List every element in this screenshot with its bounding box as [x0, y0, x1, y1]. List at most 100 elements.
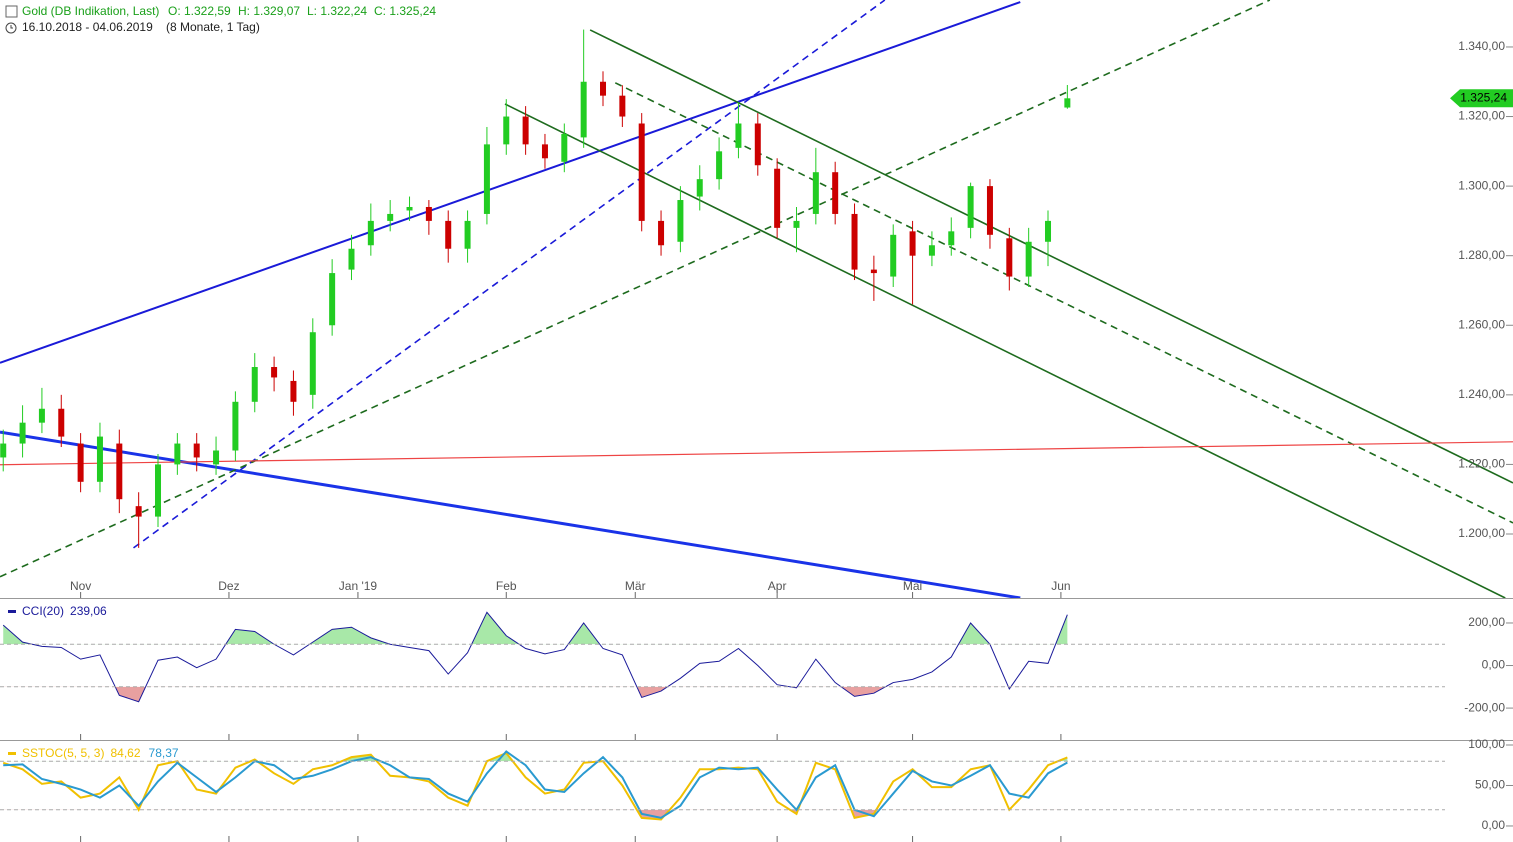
y-tick-label: 0,00 — [1482, 658, 1506, 672]
candle-body — [38, 408, 45, 423]
candle-body — [851, 213, 858, 270]
legend-swatch — [8, 610, 16, 613]
y-tick-label: 1.240,00 — [1458, 387, 1505, 401]
candle-body — [387, 213, 394, 221]
x-tick-label: Mär — [625, 579, 646, 593]
x-tick-label: Apr — [768, 579, 787, 593]
last-price-tag — [1450, 89, 1513, 108]
ohlc-high: H: 1.329,07 — [238, 4, 300, 18]
y-tick-label: 1.200,00 — [1458, 526, 1505, 540]
candle-body — [213, 450, 220, 465]
candle-body — [271, 367, 278, 378]
candle-body — [445, 220, 452, 249]
band-fill — [3, 612, 1068, 645]
y-tick-label: 1.340,00 — [1458, 39, 1505, 53]
legend-swatch — [8, 752, 16, 755]
trend-line — [589, 29, 1513, 484]
candle-body — [232, 401, 239, 451]
trend-line — [133, 0, 886, 549]
y-tick-label: 200,00 — [1468, 615, 1505, 629]
candle-body — [716, 151, 723, 180]
y-tick-label: -200,00 — [1464, 700, 1505, 714]
candle-body — [96, 436, 103, 482]
candle-body — [329, 273, 336, 326]
candle-body — [774, 168, 781, 228]
y-tick-label: 100,00 — [1468, 737, 1505, 751]
candle-body — [735, 123, 742, 148]
candle-body — [1064, 98, 1071, 108]
candle-body — [1025, 241, 1032, 277]
y-tick-label: 1.300,00 — [1458, 178, 1505, 192]
candle-body — [967, 186, 974, 228]
date-range: 16.10.2018 - 04.06.2019 — [22, 20, 153, 34]
candle-body — [174, 443, 181, 465]
candle-body — [290, 380, 297, 402]
y-tick-label: 1.260,00 — [1458, 317, 1505, 331]
period: (8 Monate, 1 Tag) — [166, 20, 260, 34]
candle-body — [986, 186, 993, 235]
x-tick-label: Dez — [218, 579, 239, 593]
plot-area — [0, 0, 1513, 598]
candle-body — [638, 123, 645, 221]
trend-line — [0, 430, 1021, 598]
chart-icon — [5, 5, 18, 18]
candle-body — [58, 408, 65, 437]
candle-body — [948, 231, 955, 246]
candle-body — [909, 231, 916, 256]
candle-body — [464, 220, 471, 249]
candle-body — [658, 220, 665, 246]
candle-body — [793, 220, 800, 228]
indicator-line — [2, 611, 1068, 703]
clock-icon — [5, 22, 17, 34]
candle-body — [696, 179, 703, 197]
candle-body — [677, 200, 684, 242]
candle-body — [754, 123, 761, 166]
trend-line — [0, 441, 1513, 466]
trend-line — [614, 82, 1513, 524]
candle-body — [832, 172, 839, 214]
x-tick-label: Feb — [496, 579, 517, 593]
ohlc-low: L: 1.322,24 — [307, 4, 367, 18]
plot-area — [2, 611, 1068, 703]
candle-body — [619, 95, 626, 117]
ohlc-close: C: 1.325,24 — [374, 4, 436, 18]
candle-body — [522, 116, 529, 145]
x-tick-label: Jan '19 — [339, 579, 378, 593]
candle-body — [580, 81, 587, 138]
candle-body — [0, 443, 7, 458]
last-price-label: 1.325,24 — [1460, 90, 1507, 104]
chart-title: Gold (DB Indikation, Last) — [22, 4, 159, 18]
candle-body — [155, 464, 162, 517]
candle-body — [1045, 220, 1052, 242]
y-tick-label: 0,00 — [1482, 818, 1506, 832]
band-fill — [3, 809, 1068, 820]
legend-value: 239,06 — [70, 604, 107, 618]
trend-line — [0, 1, 1021, 364]
trend-line — [504, 103, 1506, 598]
ohlc-open: O: 1.322,59 — [168, 4, 231, 18]
y-tick-label: 50,00 — [1475, 778, 1505, 792]
candle-body — [367, 220, 374, 246]
y-tick-label: 1.220,00 — [1458, 457, 1505, 471]
candle-body — [116, 443, 123, 500]
y-tick-label: 1.280,00 — [1458, 248, 1505, 262]
legend-value: 78,37 — [149, 746, 179, 760]
candle-body — [309, 332, 316, 395]
legend-label: CCI(20) — [22, 604, 64, 618]
candle-body — [406, 206, 413, 211]
candle-body — [600, 81, 607, 96]
legend-label: SSTOC(5, 5, 3) — [22, 746, 104, 760]
candle-body — [541, 144, 548, 159]
candle-body — [77, 443, 84, 482]
candle-body — [251, 367, 258, 402]
candle-body — [19, 422, 26, 444]
candle-body — [561, 133, 568, 162]
header: Gold (DB Indikation, Last) O: 1.322,59 H… — [5, 4, 436, 34]
x-tick-label: Mai — [903, 579, 922, 593]
x-tick-label: Jun — [1051, 579, 1070, 593]
candle-body — [135, 506, 142, 517]
y-tick-label: 1.320,00 — [1458, 109, 1505, 123]
trend-line — [0, 0, 1271, 578]
candle-body — [870, 269, 877, 274]
